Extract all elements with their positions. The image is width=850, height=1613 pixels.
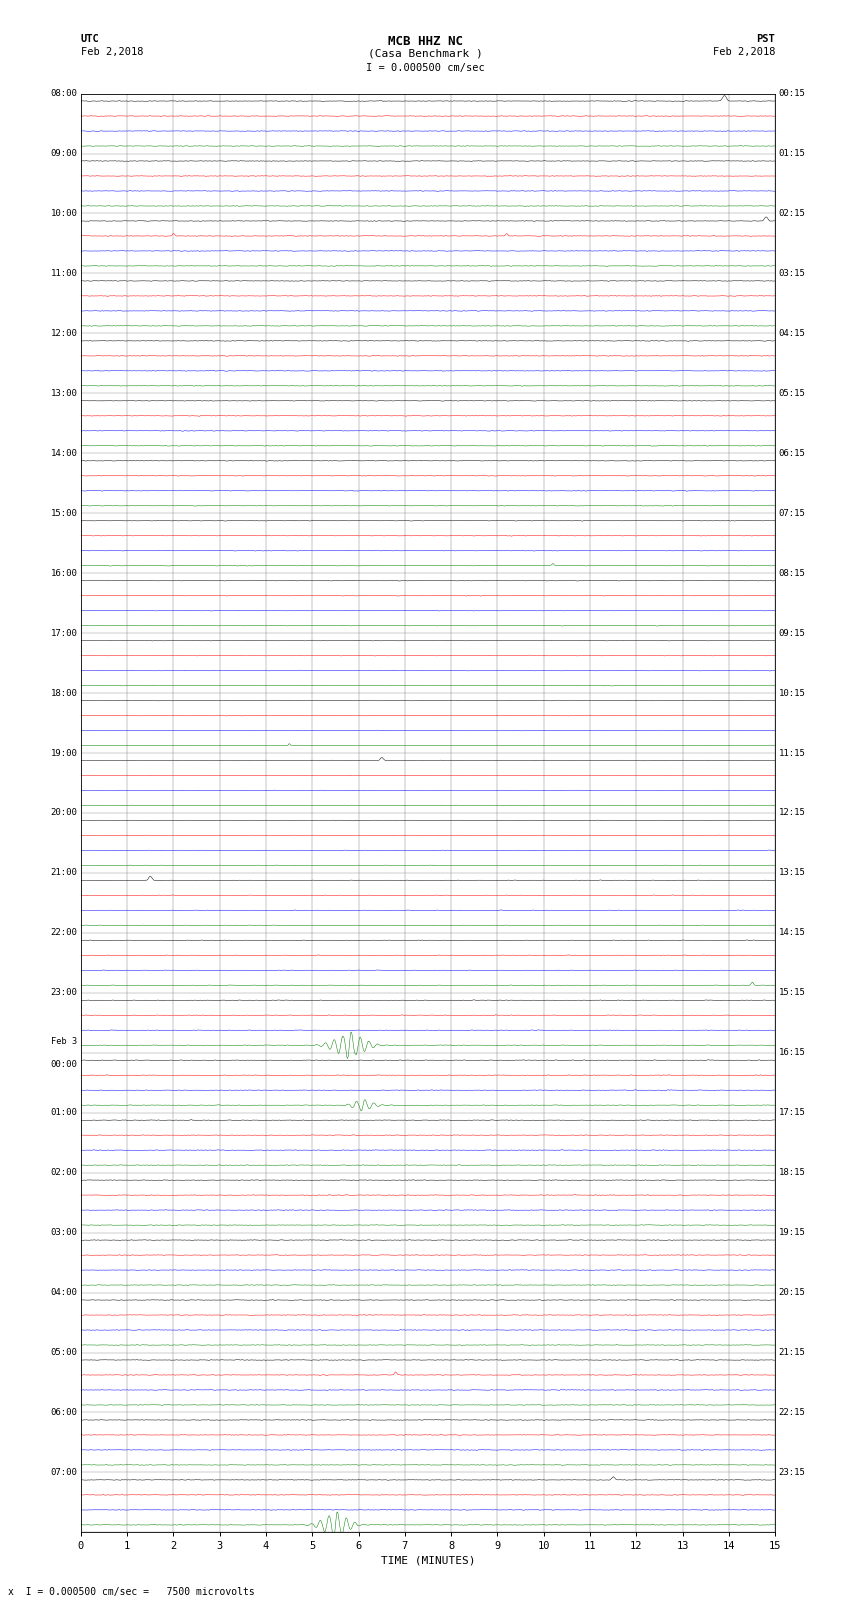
Text: 20:15: 20:15 <box>779 1289 806 1297</box>
Text: 18:15: 18:15 <box>779 1168 806 1177</box>
Text: 22:00: 22:00 <box>50 929 77 937</box>
Text: 18:00: 18:00 <box>50 689 77 697</box>
Text: 17:15: 17:15 <box>779 1108 806 1118</box>
Text: 11:15: 11:15 <box>779 748 806 758</box>
Text: 00:00: 00:00 <box>50 1060 77 1069</box>
Text: 03:15: 03:15 <box>779 269 806 277</box>
Text: 02:00: 02:00 <box>50 1168 77 1177</box>
Text: 04:15: 04:15 <box>779 329 806 337</box>
Text: 03:00: 03:00 <box>50 1227 77 1237</box>
Text: 05:00: 05:00 <box>50 1348 77 1357</box>
Text: 16:00: 16:00 <box>50 569 77 577</box>
X-axis label: TIME (MINUTES): TIME (MINUTES) <box>381 1555 475 1566</box>
Text: 02:15: 02:15 <box>779 210 806 218</box>
Text: 14:15: 14:15 <box>779 929 806 937</box>
Text: 22:15: 22:15 <box>779 1408 806 1416</box>
Text: 01:00: 01:00 <box>50 1108 77 1118</box>
Text: 06:15: 06:15 <box>779 448 806 458</box>
Text: 20:00: 20:00 <box>50 808 77 818</box>
Text: 09:00: 09:00 <box>50 148 77 158</box>
Text: 23:00: 23:00 <box>50 989 77 997</box>
Text: 00:15: 00:15 <box>779 89 806 98</box>
Text: 01:15: 01:15 <box>779 148 806 158</box>
Text: MCB HHZ NC: MCB HHZ NC <box>388 35 462 48</box>
Text: 09:15: 09:15 <box>779 629 806 637</box>
Text: Feb 2,2018: Feb 2,2018 <box>712 47 775 56</box>
Text: (Casa Benchmark ): (Casa Benchmark ) <box>367 48 483 58</box>
Text: 10:00: 10:00 <box>50 210 77 218</box>
Text: 21:00: 21:00 <box>50 868 77 877</box>
Text: 08:15: 08:15 <box>779 569 806 577</box>
Text: 12:00: 12:00 <box>50 329 77 337</box>
Text: UTC: UTC <box>81 34 99 44</box>
Text: 04:00: 04:00 <box>50 1289 77 1297</box>
Text: 11:00: 11:00 <box>50 269 77 277</box>
Text: 08:00: 08:00 <box>50 89 77 98</box>
Text: 23:15: 23:15 <box>779 1468 806 1478</box>
Text: PST: PST <box>756 34 775 44</box>
Text: 19:15: 19:15 <box>779 1227 806 1237</box>
Text: 17:00: 17:00 <box>50 629 77 637</box>
Text: 06:00: 06:00 <box>50 1408 77 1416</box>
Text: x  I = 0.000500 cm/sec =   7500 microvolts: x I = 0.000500 cm/sec = 7500 microvolts <box>8 1587 255 1597</box>
Text: 15:15: 15:15 <box>779 989 806 997</box>
Text: 12:15: 12:15 <box>779 808 806 818</box>
Text: 10:15: 10:15 <box>779 689 806 697</box>
Text: I = 0.000500 cm/sec: I = 0.000500 cm/sec <box>366 63 484 73</box>
Text: 07:00: 07:00 <box>50 1468 77 1478</box>
Text: 14:00: 14:00 <box>50 448 77 458</box>
Text: Feb 3: Feb 3 <box>51 1037 77 1045</box>
Text: 19:00: 19:00 <box>50 748 77 758</box>
Text: Feb 2,2018: Feb 2,2018 <box>81 47 144 56</box>
Text: 15:00: 15:00 <box>50 508 77 518</box>
Text: 13:15: 13:15 <box>779 868 806 877</box>
Text: 07:15: 07:15 <box>779 508 806 518</box>
Text: 13:00: 13:00 <box>50 389 77 398</box>
Text: 16:15: 16:15 <box>779 1048 806 1057</box>
Text: 21:15: 21:15 <box>779 1348 806 1357</box>
Text: 05:15: 05:15 <box>779 389 806 398</box>
